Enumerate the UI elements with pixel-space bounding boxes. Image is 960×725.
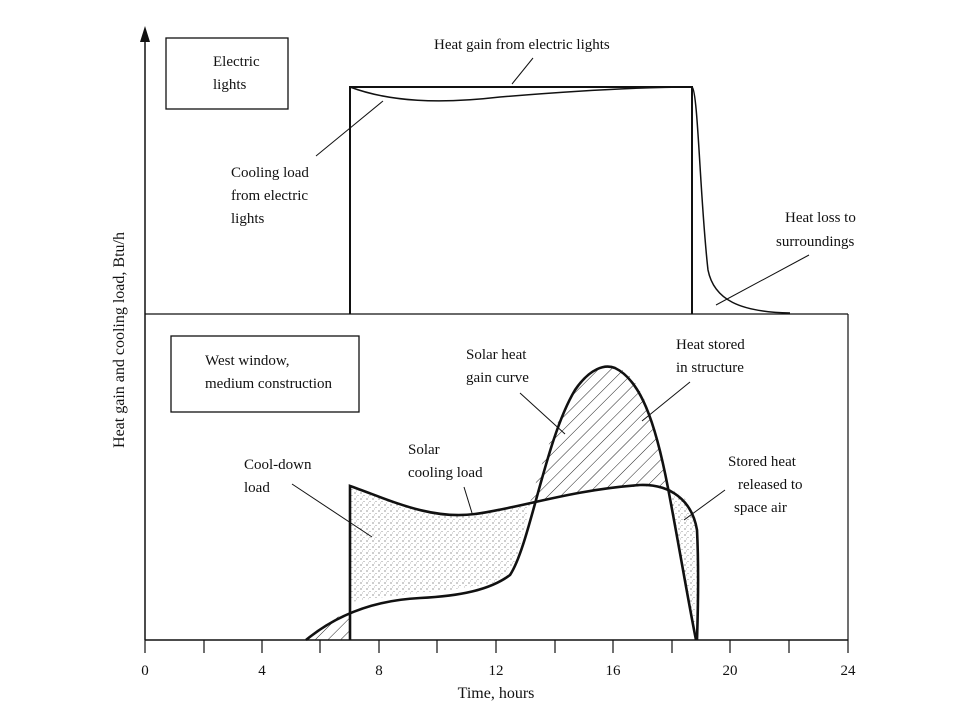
heat-stored-label: Heat stored bbox=[676, 337, 745, 353]
solar-cooling-load-label: cooling load bbox=[408, 465, 483, 481]
heat-loss-label: Heat loss to bbox=[785, 210, 856, 226]
heat-stored-label: in structure bbox=[676, 360, 744, 376]
stored-heat-released-label: Stored heat bbox=[728, 454, 797, 470]
heat-gain-electric-lights-curve bbox=[349, 86, 693, 314]
stored-heat-leader-line bbox=[683, 489, 726, 521]
heat-gain-electric-label: Heat gain from electric lights bbox=[434, 37, 610, 53]
x-tick-label: 4 bbox=[258, 663, 266, 679]
cooling-load-electric-label: lights bbox=[231, 211, 265, 227]
y-axis-title: Heat gain and cooling load, Btu/h bbox=[111, 232, 128, 448]
stored-heat-released-label: space air bbox=[734, 500, 787, 516]
electric-lights-box bbox=[165, 37, 289, 110]
solar-heat-gain-label: Solar heat bbox=[466, 347, 527, 363]
x-tick-label: 12 bbox=[489, 663, 504, 679]
solar-cooling-load-label: Solar bbox=[408, 442, 440, 458]
y-axis-arrow-icon bbox=[140, 26, 150, 42]
x-tick-label: 24 bbox=[841, 663, 857, 679]
heat-stored-region bbox=[530, 366, 668, 503]
cool-down-leader-line bbox=[291, 483, 373, 538]
stored-heat-released-label: released to bbox=[738, 477, 803, 493]
cool-down-label: load bbox=[244, 480, 270, 496]
solar-heat-gain-label: gain curve bbox=[466, 370, 529, 386]
cooling-load-electric-lights-curve bbox=[349, 86, 791, 314]
x-tick-label: 0 bbox=[141, 663, 149, 679]
x-tick-label: 20 bbox=[723, 663, 738, 679]
y-axis bbox=[140, 26, 150, 640]
west-window-box-label: medium construction bbox=[205, 376, 333, 392]
cooling-load-leader-line bbox=[315, 100, 384, 157]
heat-loss-leader-line bbox=[715, 254, 810, 306]
heat-stored-leader-line bbox=[641, 381, 691, 422]
solar-cooling-load-curve bbox=[348, 483, 700, 641]
solar-cooling-leader-line bbox=[463, 486, 473, 514]
x-ticks bbox=[144, 640, 849, 653]
x-tick-label: 16 bbox=[606, 663, 622, 679]
electric-lights-box-label: lights bbox=[213, 77, 247, 93]
x-tick-label: 8 bbox=[375, 663, 383, 679]
west-window-box bbox=[170, 335, 360, 413]
solar-heat-gain-curve bbox=[305, 365, 698, 642]
west-window-box-label: West window, bbox=[205, 353, 289, 369]
electric-lights-box-label: Electric bbox=[213, 54, 260, 70]
cool-down-load-region bbox=[350, 486, 530, 602]
cooling-load-electric-label: Cooling load bbox=[231, 165, 309, 181]
x-axis-title: Time, hours bbox=[458, 685, 535, 702]
heat-gain-leader-line bbox=[511, 57, 534, 85]
solar-gain-leader-line bbox=[519, 392, 566, 435]
heat-loss-label: surroundings bbox=[776, 234, 854, 250]
cool-down-label: Cool-down bbox=[244, 457, 312, 473]
cooling-load-electric-label: from electric bbox=[231, 188, 308, 204]
